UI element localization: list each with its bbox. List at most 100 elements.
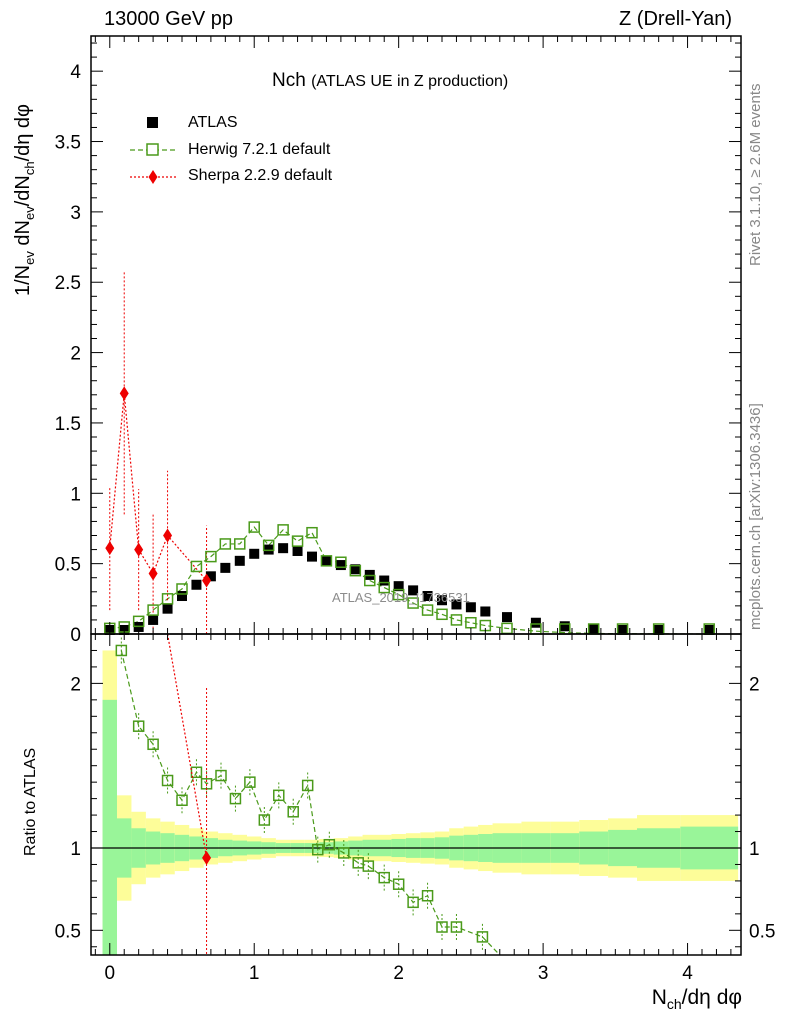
- herwig-point: [306, 526, 318, 539]
- ratio-y-tick-label-right: 1: [749, 839, 760, 860]
- main-plot-marks: [104, 117, 715, 635]
- atlas-data-point: [617, 625, 628, 635]
- ratio-y-tick-label-right: 0.5: [749, 921, 775, 942]
- herwig-ratio-point: [378, 871, 390, 884]
- atlas-data-point: [480, 606, 491, 617]
- y-tick-label: 3: [70, 203, 81, 224]
- herwig-point: [190, 560, 203, 573]
- plot-subtitle: (ATLAS UE in Z production): [311, 73, 509, 90]
- x-tick-label: 1: [249, 963, 260, 984]
- herwig-ratio-point: [450, 921, 463, 933]
- ratio-frame: [90, 633, 742, 956]
- atlas-data-point: [588, 624, 599, 635]
- y-tick-label: 1.5: [55, 414, 81, 435]
- legend-sherpa-marker: [148, 170, 158, 184]
- sherpa-point: [105, 541, 115, 556]
- herwig-ratio-point: [362, 860, 375, 872]
- herwig-ratio-point: [392, 878, 405, 890]
- herwig-point: [205, 550, 217, 563]
- atlas-data-point: [408, 585, 419, 596]
- legend-atlas-marker: [147, 117, 158, 128]
- herwig-ratio-point: [147, 738, 159, 751]
- herwig-ratio-point: [215, 769, 227, 782]
- atlas-data-point: [393, 581, 404, 592]
- atlas-data-point: [451, 599, 462, 610]
- x-tick-label: 0: [104, 963, 115, 984]
- herwig-ratio-point: [115, 644, 128, 657]
- herwig-ratio-point: [132, 720, 145, 732]
- herwig-point: [335, 556, 347, 568]
- atlas-data-point: [148, 614, 159, 625]
- herwig-point: [161, 593, 174, 605]
- herwig-ratio-point: [421, 889, 434, 902]
- herwig-ratio-point: [338, 847, 350, 859]
- plot-title-main: Nch: [272, 70, 306, 91]
- herwig-ratio-point: [176, 794, 188, 807]
- herwig-ratio-point: [323, 838, 336, 851]
- ratio-y-tick-label-right: 2: [749, 674, 760, 695]
- x-tick-label: 3: [538, 963, 549, 984]
- herwig-point: [450, 614, 463, 626]
- herwig-ratio-point: [301, 779, 314, 792]
- ratio-y-tick-label: 2: [70, 674, 81, 695]
- process-label: Z (Drell-Yan): [619, 8, 732, 30]
- herwig-point: [132, 615, 145, 628]
- sherpa-point: [202, 573, 212, 588]
- herwig-ratio-point: [476, 931, 489, 943]
- herwig-point: [349, 564, 362, 577]
- herwig-point: [219, 538, 232, 550]
- analysis-watermark: ATLAS_2019_I1736531: [332, 590, 470, 605]
- atlas-data-point: [307, 551, 317, 562]
- y-tick-label: 0.5: [55, 555, 81, 576]
- legend-atlas-label: ATLAS: [188, 114, 238, 131]
- herwig-point: [407, 597, 419, 609]
- atlas-data-point: [162, 603, 173, 614]
- herwig-ratio-point: [287, 806, 299, 818]
- y-tick-label: 0: [70, 625, 81, 646]
- legend-herwig-marker: [146, 143, 159, 156]
- sherpa-ratio-line: [166, 633, 208, 858]
- atlas-data-point: [220, 562, 231, 573]
- atlas-data-point: [530, 617, 541, 628]
- sherpa-ratio-point: [202, 850, 212, 865]
- herwig-point: [364, 574, 376, 587]
- beam-label: 13000 GeV pp: [104, 8, 233, 30]
- herwig-point: [277, 524, 289, 536]
- herwig-ratio-point: [312, 843, 324, 856]
- y-axis-title: 1/Nev dNev/dNch/dη dφ: [12, 103, 37, 296]
- x-tick-label: 4: [682, 963, 693, 984]
- x-tick-label: 2: [393, 963, 404, 984]
- ratio-y-tick-label: 0.5: [55, 921, 81, 942]
- sherpa-point: [119, 386, 129, 401]
- y-tick-label: 2.5: [55, 273, 81, 294]
- herwig-series-line: [109, 526, 710, 635]
- atlas-data-point: [263, 544, 274, 555]
- herwig-point: [392, 588, 405, 601]
- ratio-band-inner: [102, 699, 117, 955]
- atlas-data-point: [350, 564, 361, 575]
- herwig-point: [248, 521, 260, 533]
- herwig-ratio-point: [436, 921, 448, 933]
- atlas-data-point: [559, 621, 570, 632]
- atlas-data-point: [704, 625, 715, 635]
- herwig-point: [147, 604, 159, 616]
- herwig-point: [234, 538, 246, 550]
- ratio-y-axis-title: Ratio to ATLAS: [22, 747, 39, 856]
- herwig-point: [320, 555, 333, 567]
- herwig-point: [436, 608, 448, 621]
- sherpa-point: [163, 528, 173, 543]
- herwig-point: [176, 583, 188, 595]
- atlas-data-point: [437, 595, 447, 606]
- herwig-ratio-point: [273, 789, 285, 802]
- rivet-version-label: Rivet 3.1.10, ≥ 2.6M events: [747, 83, 764, 267]
- plot-title: Nch (ATLAS UE in Z production): [272, 70, 508, 92]
- y-tick-label: 4: [70, 62, 81, 83]
- x-axis-title: Nch/dη dφ: [651, 986, 742, 1013]
- sherpa-series-line: [109, 393, 208, 581]
- atlas-data-point: [234, 555, 245, 566]
- ratio-band-layer: [102, 650, 739, 955]
- ratio-y-tick-label: 1: [70, 839, 81, 860]
- legend-sherpa-label: Sherpa 2.2.9 default: [188, 167, 333, 184]
- atlas-data-point: [321, 555, 332, 566]
